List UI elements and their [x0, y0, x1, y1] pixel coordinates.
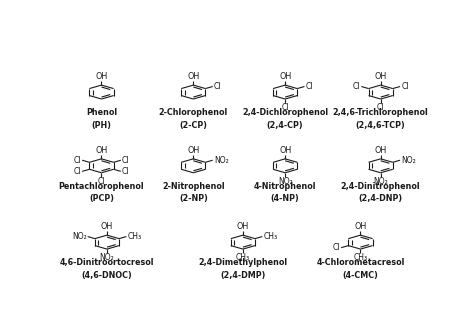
- Text: (2-NP): (2-NP): [179, 194, 208, 203]
- Text: Cl: Cl: [377, 103, 384, 112]
- Text: NO₂: NO₂: [374, 177, 388, 186]
- Text: NO₂: NO₂: [401, 156, 416, 165]
- Text: Cl: Cl: [333, 243, 340, 252]
- Text: 2,4-Dinitrophenol: 2,4-Dinitrophenol: [341, 182, 420, 191]
- Text: (2,4-CP): (2,4-CP): [267, 121, 303, 129]
- Text: OH: OH: [237, 222, 249, 231]
- Text: OH: OH: [95, 72, 108, 81]
- Text: 2-Chlorophenol: 2-Chlorophenol: [159, 108, 228, 117]
- Text: Cl: Cl: [122, 167, 129, 176]
- Text: OH: OH: [101, 222, 113, 231]
- Text: OH: OH: [374, 72, 387, 81]
- Text: CH₃: CH₃: [128, 232, 142, 241]
- Text: OH: OH: [95, 145, 108, 155]
- Text: NO₂: NO₂: [72, 232, 87, 241]
- Text: Phenol: Phenol: [86, 108, 117, 117]
- Text: (2,4-DNP): (2,4-DNP): [359, 194, 403, 203]
- Text: (4-CMC): (4-CMC): [343, 270, 378, 280]
- Text: CH₃: CH₃: [354, 253, 367, 262]
- Text: NO₂: NO₂: [100, 253, 114, 262]
- Text: Cl: Cl: [73, 156, 81, 165]
- Text: (2,4,6-TCP): (2,4,6-TCP): [356, 121, 406, 129]
- Text: Cl: Cl: [353, 82, 360, 91]
- Text: 4-Chlorometacresol: 4-Chlorometacresol: [316, 258, 405, 267]
- Text: OH: OH: [279, 72, 292, 81]
- Text: 2,4-Dimethylphenol: 2,4-Dimethylphenol: [198, 258, 288, 267]
- Text: 2-Nitrophenol: 2-Nitrophenol: [162, 182, 225, 191]
- Text: (4-NP): (4-NP): [271, 194, 300, 203]
- Text: (PCP): (PCP): [89, 194, 114, 203]
- Text: OH: OH: [187, 72, 200, 81]
- Text: (4,6-DNOC): (4,6-DNOC): [82, 270, 132, 280]
- Text: OH: OH: [355, 222, 366, 231]
- Text: Pentachlorophenol: Pentachlorophenol: [59, 182, 144, 191]
- Text: 4,6-Dinitroortocresol: 4,6-Dinitroortocresol: [60, 258, 154, 267]
- Text: CH₃: CH₃: [236, 253, 250, 262]
- Text: CH₃: CH₃: [264, 232, 277, 241]
- Text: NO₂: NO₂: [214, 156, 228, 165]
- Text: OH: OH: [374, 145, 387, 155]
- Text: Cl: Cl: [282, 103, 289, 112]
- Text: Cl: Cl: [73, 167, 81, 176]
- Text: Cl: Cl: [214, 82, 221, 91]
- Text: NO₂: NO₂: [278, 177, 292, 186]
- Text: Cl: Cl: [122, 156, 129, 165]
- Text: OH: OH: [279, 145, 292, 155]
- Text: (PH): (PH): [91, 121, 111, 129]
- Text: Cl: Cl: [98, 177, 105, 186]
- Text: Cl: Cl: [401, 82, 409, 91]
- Text: (2,4-DMP): (2,4-DMP): [220, 270, 265, 280]
- Text: Cl: Cl: [306, 82, 313, 91]
- Text: (2-CP): (2-CP): [179, 121, 207, 129]
- Text: 4-Nitrophenol: 4-Nitrophenol: [254, 182, 317, 191]
- Text: 2,4,6-Trichlorophenol: 2,4,6-Trichlorophenol: [333, 108, 428, 117]
- Text: OH: OH: [187, 145, 200, 155]
- Text: 2,4-Dichlorophenol: 2,4-Dichlorophenol: [242, 108, 328, 117]
